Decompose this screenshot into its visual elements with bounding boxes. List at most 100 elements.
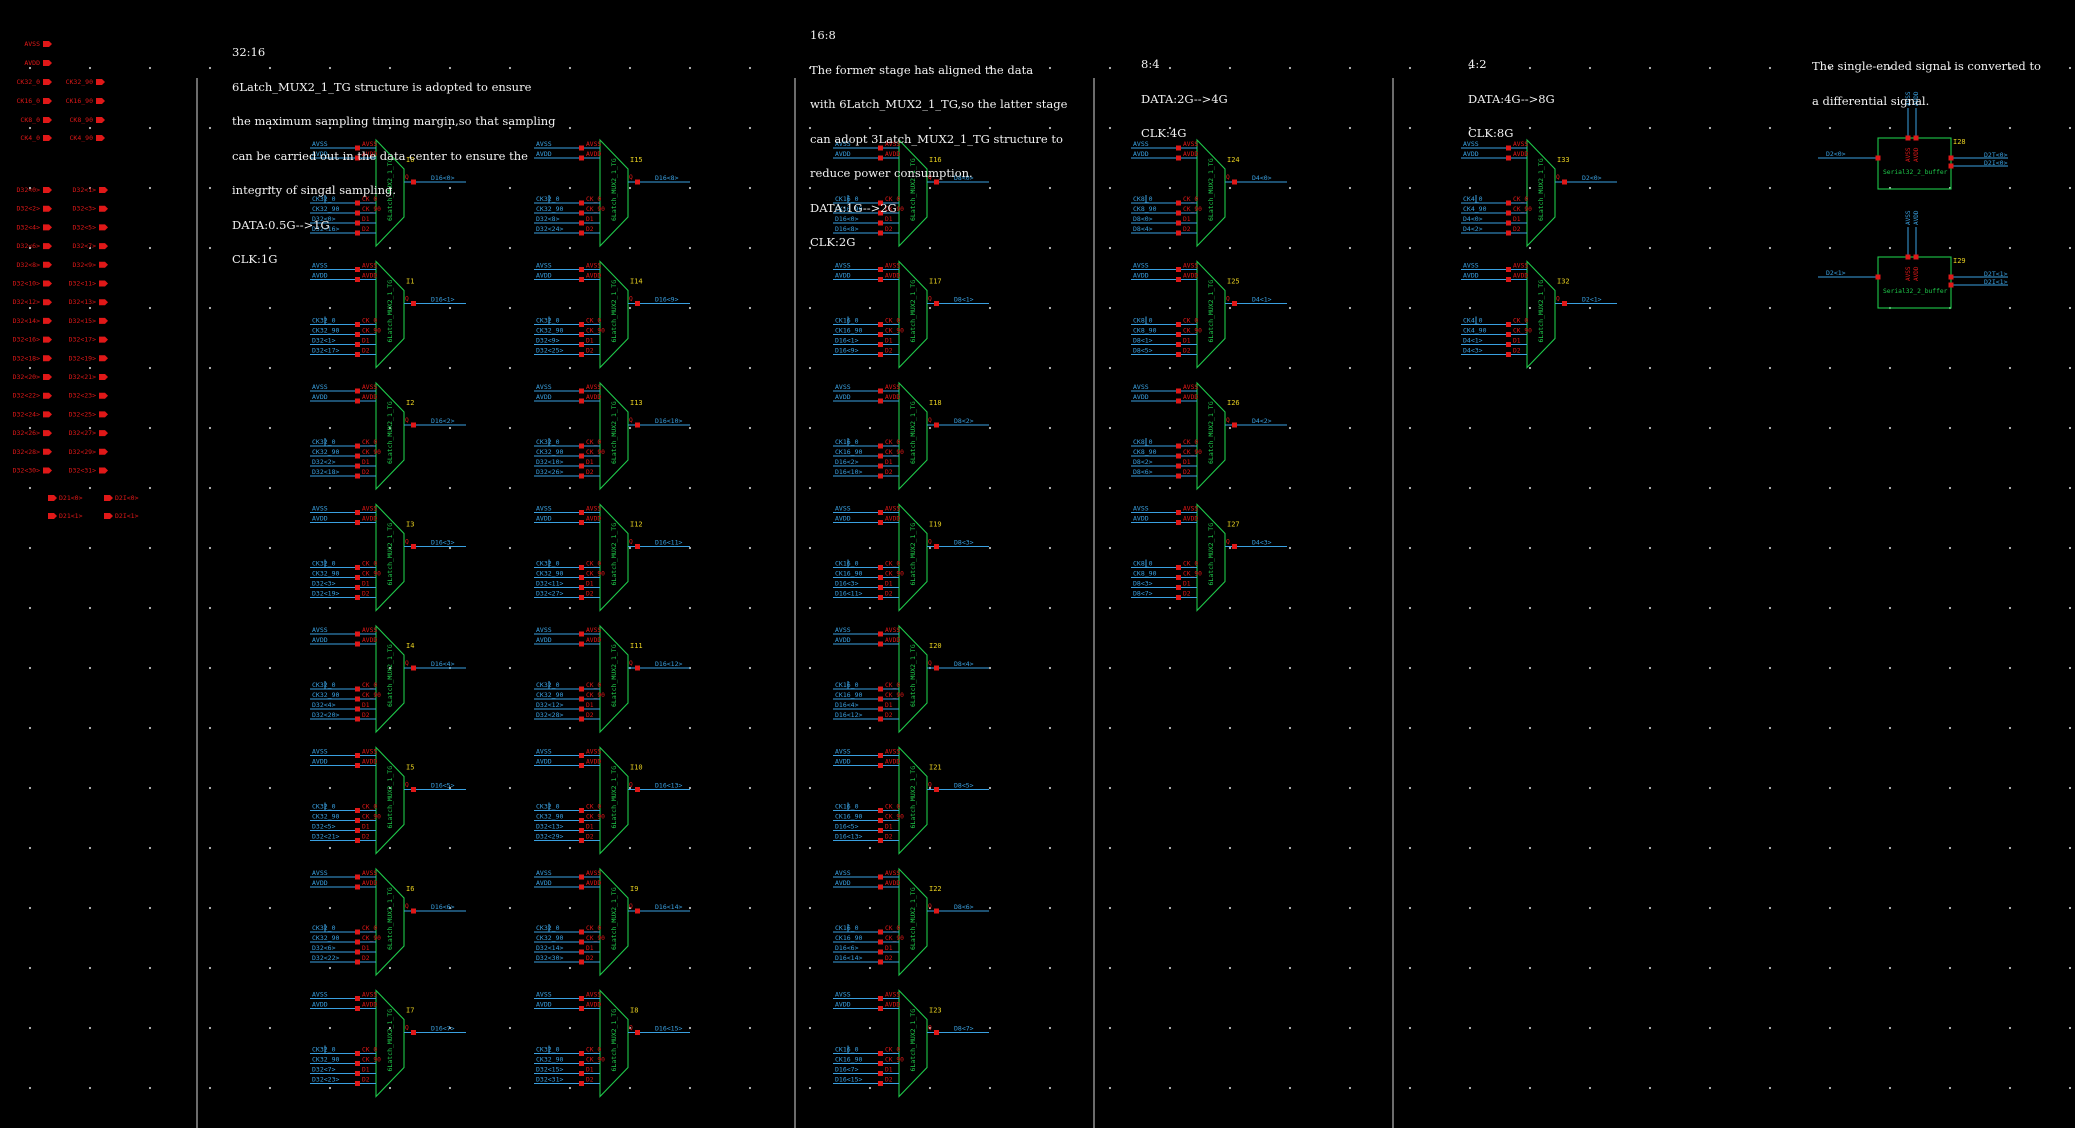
net-label: CK32_90 <box>536 570 563 578</box>
net-label: D32<27> <box>536 590 563 598</box>
net-label: D16<6> <box>431 903 455 911</box>
pin-marker <box>878 818 883 823</box>
mux-instance-name: I4 <box>406 642 414 650</box>
grid-dot <box>148 666 152 670</box>
pin-label: AVSS <box>586 992 601 999</box>
grid-dot <box>208 966 212 970</box>
pin-marker <box>878 230 883 236</box>
grid-dot <box>1048 426 1052 430</box>
pin-label: AVDD <box>1183 516 1198 523</box>
pin-label: Q <box>1226 174 1230 181</box>
grid-dot <box>1648 726 1652 730</box>
pin-label: D1 <box>1513 216 1521 223</box>
pin-label: AVSS <box>24 40 40 48</box>
grid-dot <box>1768 486 1772 490</box>
pin-marker <box>579 716 584 722</box>
net-label: CK8_0 <box>1133 438 1153 446</box>
grid-dot <box>1168 126 1172 130</box>
grid-dot <box>808 546 812 550</box>
pin-label: D2 <box>362 712 370 719</box>
grid-dot <box>1708 486 1712 490</box>
pin-label: CK4_90 <box>70 134 94 142</box>
grid-dot <box>1048 1026 1052 1030</box>
mux-instance-name: I15 <box>630 156 643 164</box>
net-label: AVSS <box>312 383 328 391</box>
net-label: D2<0> <box>1582 174 1602 182</box>
grid-dot <box>88 786 92 790</box>
pin-label: CK_90 <box>586 206 605 213</box>
net-label: AVSS <box>536 626 552 634</box>
pin-label: AVSS <box>1183 384 1198 391</box>
grid-dot <box>28 186 32 190</box>
grid-dot <box>1348 366 1352 370</box>
buffer-instance[interactable]: I28Serial32_2_bufferAVSSAVSSAVDDAVDDD2<0… <box>1818 91 2008 190</box>
grid-dot <box>1648 786 1652 790</box>
grid-dot <box>1648 666 1652 670</box>
pin-label: AVDD <box>362 273 377 280</box>
pin-marker <box>355 874 360 880</box>
pin-label: CK_90 <box>885 328 904 335</box>
pin-arrow-icon <box>99 187 108 193</box>
pin-arrow-icon <box>43 317 52 324</box>
grid-dot <box>2008 246 2012 250</box>
pin-label: AVSS <box>1183 263 1198 270</box>
pin-arrow-icon <box>104 513 113 519</box>
mux-body <box>375 503 405 612</box>
pin-arrow-icon <box>48 513 57 519</box>
buffer-instance[interactable]: I29Serial32_2_bufferAVSSAVSSAVDDAVDDD2<1… <box>1818 210 2008 309</box>
grid-dot <box>388 1086 392 1090</box>
net-label: D16<13> <box>655 782 682 790</box>
grid-dot <box>2008 786 2012 790</box>
pin-marker <box>355 230 360 236</box>
pin-arrow-icon <box>43 430 52 437</box>
net-label: D32<26> <box>536 468 563 476</box>
net-label: D16<0> <box>835 215 859 223</box>
pin-label: AVSS <box>362 263 377 270</box>
grid-dot <box>1888 726 1892 730</box>
net-label: AVSS <box>536 383 552 391</box>
grid-dot <box>988 486 992 490</box>
pin-marker <box>1506 342 1511 347</box>
mux-cell-name: 6Latch_MUX2_1_TG <box>386 1009 394 1072</box>
grid-dot <box>748 666 752 670</box>
grid-dot <box>748 186 752 190</box>
grid-dot <box>88 426 92 430</box>
annotation-clock-rate: CLK:2G <box>810 235 856 249</box>
grid-dot <box>328 906 332 910</box>
grid-dot <box>568 486 572 490</box>
pin-marker <box>579 808 584 813</box>
grid-dot <box>1348 666 1352 670</box>
mux-instance-name: I1 <box>406 278 414 286</box>
